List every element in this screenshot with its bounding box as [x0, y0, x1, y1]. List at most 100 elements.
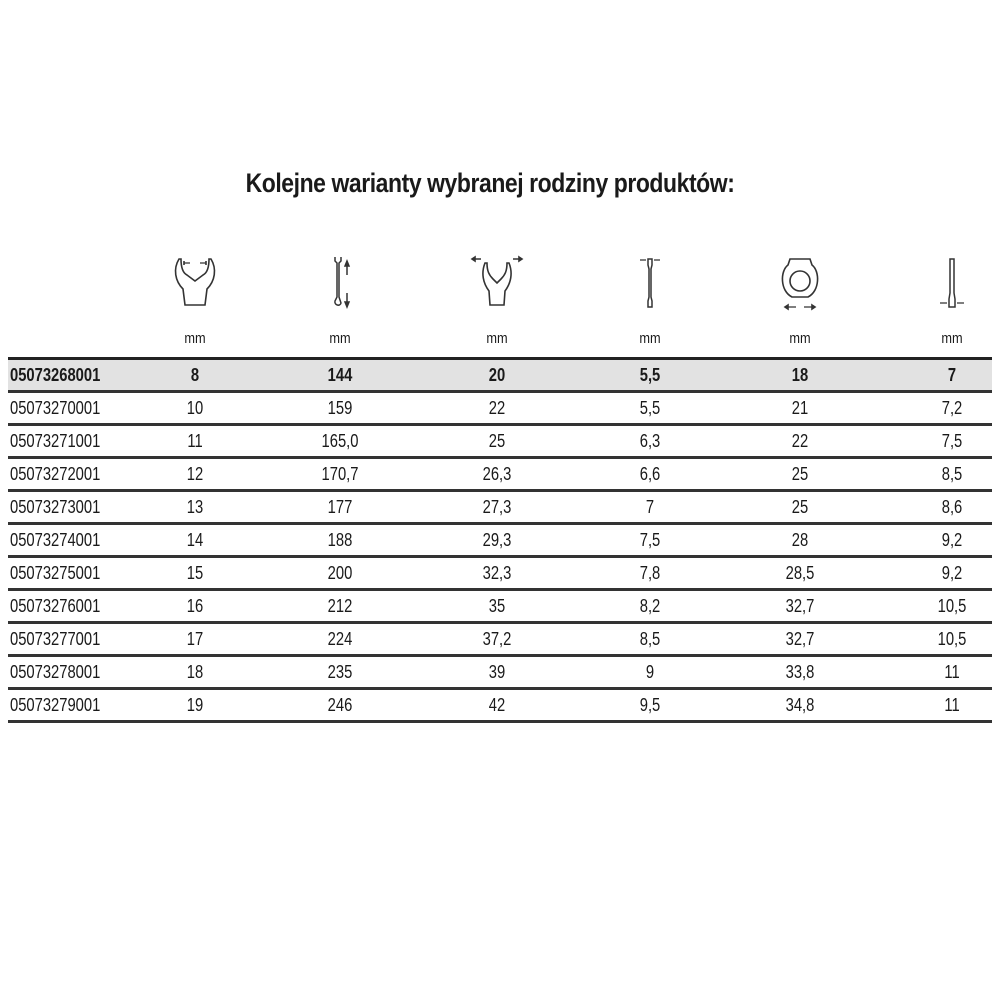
- table-row: 05073273001 13 177 27,3 7 25 8,6: [8, 492, 992, 525]
- value-cell: 7: [645, 497, 655, 517]
- unit-label: mm: [486, 330, 508, 347]
- value-cell: 33,8: [785, 662, 815, 682]
- value-cell: 10,5: [937, 596, 967, 616]
- value-cell: 212: [327, 596, 353, 616]
- product-code: 05073278001: [10, 662, 101, 682]
- table-row: 05073268001 8 144 20 5,5 18 7: [8, 360, 992, 393]
- product-code: 05073271001: [10, 431, 101, 451]
- value-cell: 25: [791, 497, 809, 517]
- value-cell: 10,5: [937, 629, 967, 649]
- value-cell: 28,5: [785, 563, 815, 583]
- value-cell: 34,8: [785, 695, 815, 715]
- value-cell: 22: [488, 398, 506, 418]
- value-cell: 8: [190, 365, 200, 385]
- value-cell: 7: [947, 365, 957, 385]
- value-cell: 16: [186, 596, 204, 616]
- product-code: 05073272001: [10, 464, 101, 484]
- value-cell: 32,7: [785, 596, 815, 616]
- value-cell: 25: [488, 431, 506, 451]
- value-cell: 19: [186, 695, 204, 715]
- value-cell: 28: [791, 530, 809, 550]
- value-cell: 188: [327, 530, 353, 550]
- value-cell: 17: [186, 629, 204, 649]
- open-end-thickness-icon: [640, 258, 660, 308]
- value-cell: 165,0: [321, 431, 359, 451]
- unit-label: mm: [941, 330, 963, 347]
- value-cell: 15: [186, 563, 204, 583]
- value-cell: 144: [327, 365, 353, 385]
- table-row: 05073274001 14 188 29,3 7,5 28 9,2: [8, 525, 992, 558]
- table-row: 05073271001 11 165,0 25 6,3 22 7,5: [8, 426, 992, 459]
- unit-label: mm: [789, 330, 811, 347]
- value-cell: 42: [488, 695, 506, 715]
- open-end-width-icon: [174, 258, 216, 306]
- unit-label: mm: [639, 330, 661, 347]
- value-cell: 39: [488, 662, 506, 682]
- value-cell: 6,6: [639, 464, 661, 484]
- value-cell: 25: [791, 464, 809, 484]
- product-code: 05073276001: [10, 596, 101, 616]
- value-cell: 246: [327, 695, 353, 715]
- value-cell: 7,5: [941, 431, 963, 451]
- product-code: 05073273001: [10, 497, 101, 517]
- value-cell: 29,3: [482, 530, 512, 550]
- table-row: 05073279001 19 246 42 9,5 34,8 11: [8, 690, 992, 723]
- table-row: 05073276001 16 212 35 8,2 32,7 10,5: [8, 591, 992, 624]
- value-cell: 11: [187, 431, 203, 451]
- value-cell: 14: [186, 530, 204, 550]
- variants-table: 05073268001 8 144 20 5,5 18 7 05073270001 10 159 2…: [8, 357, 992, 723]
- value-cell: 20: [488, 365, 506, 385]
- value-cell: 10: [186, 398, 204, 418]
- value-cell: 32,3: [482, 563, 512, 583]
- value-cell: 11: [944, 662, 960, 682]
- value-cell: 7,2: [941, 398, 963, 418]
- product-code: 05073279001: [10, 695, 101, 715]
- value-cell: 26,3: [482, 464, 512, 484]
- ring-head-width-icon: [781, 258, 819, 311]
- value-cell: 8,2: [639, 596, 661, 616]
- table-row: 05073270001 10 159 22 5,5 21 7,2: [8, 393, 992, 426]
- value-cell: 35: [488, 596, 506, 616]
- unit-label: mm: [329, 330, 351, 347]
- wrench-length-icon: [334, 257, 351, 310]
- value-cell: 8,5: [639, 629, 661, 649]
- value-cell: 9,2: [941, 563, 963, 583]
- value-cell: 22: [791, 431, 809, 451]
- value-cell: 5,5: [639, 365, 661, 385]
- value-cell: 200: [327, 563, 353, 583]
- value-cell: 177: [327, 497, 353, 517]
- value-cell: 27,3: [482, 497, 512, 517]
- product-code: 05073275001: [10, 563, 101, 583]
- value-cell: 18: [186, 662, 204, 682]
- value-cell: 235: [327, 662, 353, 682]
- value-cell: 170,7: [321, 464, 359, 484]
- table-row: 05073278001 18 235 39 9 33,8 11: [8, 657, 992, 690]
- value-cell: 7,8: [639, 563, 661, 583]
- value-cell: 6,3: [639, 431, 661, 451]
- value-cell: 12: [186, 464, 204, 484]
- unit-row: mm mm mm mm mm mm: [0, 330, 1000, 350]
- value-cell: 11: [944, 695, 960, 715]
- column-icons: [0, 255, 1000, 315]
- value-cell: 7,5: [639, 530, 661, 550]
- table-row: 05073275001 15 200 32,3 7,8 28,5 9,2: [8, 558, 992, 591]
- value-cell: 21: [791, 398, 809, 418]
- table-row: 05073272001 12 170,7 26,3 6,6 25 8,5: [8, 459, 992, 492]
- table-row: 05073277001 17 224 37,2 8,5 32,7 10,5: [8, 624, 992, 657]
- value-cell: 9,5: [639, 695, 661, 715]
- product-code: 05073274001: [10, 530, 101, 550]
- open-end-head-width-icon: [470, 255, 524, 306]
- value-cell: 18: [791, 365, 809, 385]
- value-cell: 224: [327, 629, 353, 649]
- product-code: 05073268001: [10, 365, 101, 385]
- page-title: Kolejne warianty wybranej rodziny produk…: [245, 168, 735, 198]
- value-cell: 8,6: [941, 497, 963, 517]
- product-code: 05073270001: [10, 398, 101, 418]
- value-cell: 9: [645, 662, 655, 682]
- product-code: 05073277001: [10, 629, 101, 649]
- value-cell: 159: [327, 398, 353, 418]
- value-cell: 9,2: [941, 530, 963, 550]
- value-cell: 37,2: [482, 629, 512, 649]
- ring-end-thickness-icon: [940, 258, 964, 308]
- value-cell: 8,5: [941, 464, 963, 484]
